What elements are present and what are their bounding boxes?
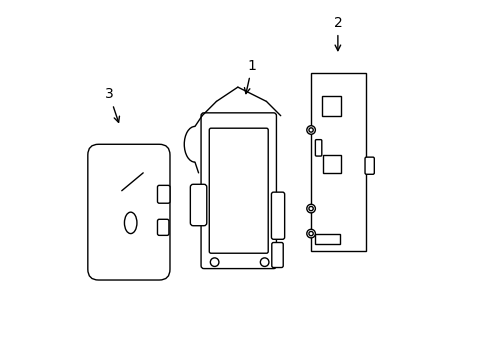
FancyBboxPatch shape: [315, 234, 340, 244]
Circle shape: [309, 206, 313, 211]
FancyBboxPatch shape: [322, 96, 342, 116]
FancyBboxPatch shape: [201, 113, 276, 269]
Circle shape: [309, 231, 313, 236]
Text: 3: 3: [105, 87, 120, 122]
Circle shape: [309, 128, 313, 132]
Text: 1: 1: [245, 59, 257, 94]
FancyBboxPatch shape: [311, 73, 367, 251]
FancyBboxPatch shape: [157, 219, 169, 235]
Ellipse shape: [124, 212, 137, 234]
FancyBboxPatch shape: [157, 185, 170, 203]
Text: 2: 2: [334, 16, 342, 51]
FancyBboxPatch shape: [323, 155, 342, 173]
FancyBboxPatch shape: [88, 144, 170, 280]
Circle shape: [307, 126, 316, 134]
FancyBboxPatch shape: [271, 192, 285, 239]
Circle shape: [210, 258, 219, 266]
FancyBboxPatch shape: [272, 243, 283, 267]
Circle shape: [260, 258, 269, 266]
FancyBboxPatch shape: [190, 184, 207, 226]
Circle shape: [307, 229, 316, 238]
FancyBboxPatch shape: [316, 140, 322, 156]
Circle shape: [307, 204, 316, 213]
FancyBboxPatch shape: [365, 157, 374, 174]
FancyBboxPatch shape: [209, 128, 268, 253]
